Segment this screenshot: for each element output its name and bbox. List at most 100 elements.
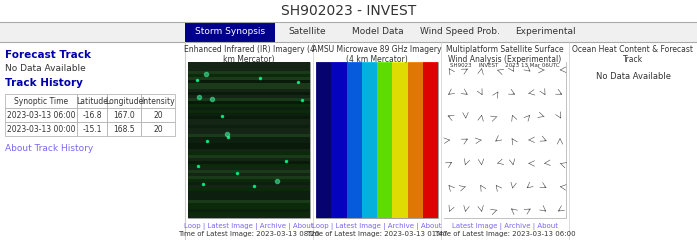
Bar [141, 122, 175, 136]
Bar [5, 122, 77, 136]
Bar [141, 108, 175, 122]
Bar [188, 71, 310, 74]
Bar [188, 125, 310, 128]
Text: Experimental: Experimental [514, 28, 575, 36]
Bar [107, 122, 141, 136]
Text: Track History: Track History [5, 78, 83, 88]
Text: 167.0: 167.0 [113, 110, 135, 120]
Text: 168.5: 168.5 [113, 125, 135, 133]
Text: Time of Latest Image: 2023-03-13 08:20: Time of Latest Image: 2023-03-13 08:20 [178, 231, 320, 237]
Bar [188, 191, 310, 194]
Bar [331, 62, 346, 218]
Bar [185, 22, 275, 42]
Bar [188, 152, 310, 155]
Text: Latest Image | Archive | About: Latest Image | Archive | About [452, 223, 558, 230]
Text: AMSU Microwave 89 GHz Imagery
(4 km Mercator): AMSU Microwave 89 GHz Imagery (4 km Merc… [312, 45, 442, 64]
Bar [316, 62, 331, 218]
Bar [188, 194, 310, 197]
Text: Loop | Latest Image | Archive | About: Loop | Latest Image | Archive | About [184, 223, 314, 230]
Text: Longitude: Longitude [105, 96, 143, 106]
Bar [188, 131, 310, 134]
Text: Synoptic Time: Synoptic Time [14, 96, 68, 106]
Bar [188, 137, 310, 140]
Bar [188, 206, 310, 209]
Text: SH902023 - INVEST: SH902023 - INVEST [281, 4, 416, 18]
Bar [141, 94, 175, 108]
Text: No Data Available: No Data Available [595, 72, 671, 81]
Bar [188, 140, 310, 143]
Text: 20: 20 [153, 110, 163, 120]
Bar [188, 101, 310, 104]
Text: 2023-03-13 06:00: 2023-03-13 06:00 [7, 110, 75, 120]
Bar [188, 143, 310, 146]
Bar [188, 77, 310, 80]
Text: 20: 20 [153, 125, 163, 133]
Text: Storm Synopsis: Storm Synopsis [195, 28, 265, 36]
Bar [188, 164, 310, 167]
Text: Ocean Heat Content & Forecast
Track: Ocean Heat Content & Forecast Track [572, 45, 694, 64]
Bar [408, 62, 423, 218]
Bar [188, 65, 310, 68]
Bar [188, 215, 310, 218]
Bar [188, 104, 310, 107]
Bar [188, 95, 310, 98]
Text: Satellite: Satellite [289, 28, 326, 36]
Text: SH9023    INVEST    2023 13 Mar 06UTC: SH9023 INVEST 2023 13 Mar 06UTC [450, 63, 560, 68]
Bar [188, 62, 310, 65]
Bar [188, 149, 310, 152]
Bar [188, 146, 310, 149]
Bar [188, 203, 310, 206]
Bar [188, 155, 310, 158]
Text: About Track History: About Track History [5, 144, 93, 153]
Text: -16.8: -16.8 [82, 110, 102, 120]
Text: Forecast Track: Forecast Track [5, 50, 91, 60]
Bar [188, 113, 310, 116]
Bar [423, 62, 438, 218]
Bar [107, 108, 141, 122]
Bar [188, 80, 310, 83]
Text: Intensity: Intensity [141, 96, 175, 106]
Bar [188, 173, 310, 176]
Text: Latitude: Latitude [76, 96, 108, 106]
Bar [188, 92, 310, 95]
Bar [188, 170, 310, 173]
Bar [188, 209, 310, 212]
Bar [316, 62, 438, 218]
Bar [188, 200, 310, 203]
Bar [444, 62, 566, 218]
Bar [188, 89, 310, 92]
Bar [5, 108, 77, 122]
Bar [188, 83, 310, 86]
Bar [188, 107, 310, 110]
Bar [188, 188, 310, 191]
Text: Enhanced Infrared (IR) Imagery (4
km Mercator): Enhanced Infrared (IR) Imagery (4 km Mer… [183, 45, 314, 64]
Text: 2023-03-13 00:00: 2023-03-13 00:00 [7, 125, 75, 133]
Text: -15.1: -15.1 [82, 125, 102, 133]
Bar [188, 74, 310, 77]
Bar [188, 128, 310, 131]
Text: No Data Available: No Data Available [5, 64, 86, 73]
Text: Model Data: Model Data [352, 28, 404, 36]
Bar [188, 134, 310, 137]
Text: Loop | Latest Image | Archive | About: Loop | Latest Image | Archive | About [312, 223, 442, 230]
Bar [188, 62, 310, 218]
Bar [188, 161, 310, 164]
Text: Time of Latest Image: 2023-03-13 06:00: Time of Latest Image: 2023-03-13 06:00 [434, 231, 576, 237]
Bar [188, 167, 310, 170]
Bar [444, 62, 566, 218]
Bar [77, 108, 107, 122]
Bar [188, 122, 310, 125]
Bar [188, 119, 310, 122]
Bar [188, 86, 310, 89]
Bar [188, 212, 310, 215]
Bar [107, 94, 141, 108]
Text: Time of Latest Image: 2023-03-13 01:47: Time of Latest Image: 2023-03-13 01:47 [306, 231, 447, 237]
Bar [392, 62, 408, 218]
Bar [362, 62, 377, 218]
Bar [77, 122, 107, 136]
Bar [188, 185, 310, 188]
Bar [188, 182, 310, 185]
Bar [377, 62, 392, 218]
Bar [188, 116, 310, 119]
Bar [188, 179, 310, 182]
